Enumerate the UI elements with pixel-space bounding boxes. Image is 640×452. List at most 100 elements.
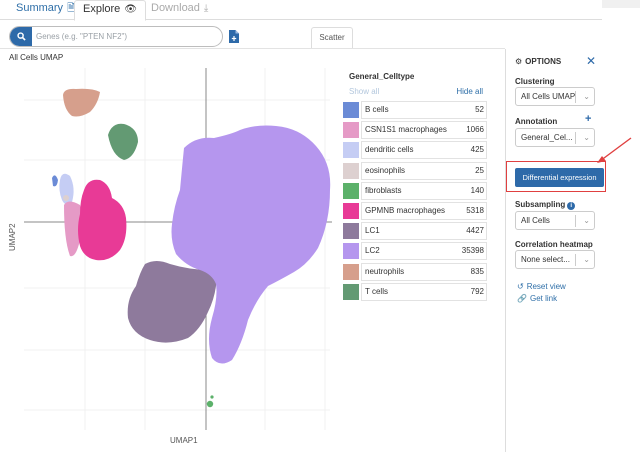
cluster-csn1s1-macrophages: [64, 201, 82, 257]
search-input[interactable]: [36, 28, 220, 45]
differential-expression-button[interactable]: Differential expression: [515, 168, 604, 187]
subsampling-value: All Cells: [521, 216, 550, 225]
reset-view-label: Reset view: [526, 282, 566, 291]
tab-summary-label: Summary: [16, 2, 64, 14]
legend-swatch: [343, 182, 359, 199]
cluster-dendritic-cells: [59, 173, 74, 205]
subsampling-label: Subsampling i: [515, 200, 576, 210]
legend-item-label: neutrophils: [365, 266, 405, 276]
tab-download-label: Download: [151, 2, 200, 14]
chevron-down-icon: ⌄: [583, 133, 590, 142]
link-icon: 🔗: [517, 294, 527, 303]
options-sidebar: ⚙ OPTIONS ✕ Clustering All Cells UMAP ⌄ A…: [505, 49, 606, 452]
legend-actions: Show all Hide all: [343, 84, 488, 100]
subsampling-label-text: Subsampling: [515, 200, 566, 209]
legend-swatch: [343, 142, 359, 159]
tab-scatter[interactable]: Scatter: [311, 27, 353, 49]
reset-view-link[interactable]: ↺ Reset view: [517, 282, 566, 291]
search-icon: [16, 32, 26, 41]
legend-item-count: 1066: [466, 125, 484, 135]
legend-swatch: [343, 263, 359, 280]
legend-title: General_Celltype: [349, 72, 415, 81]
annotation-select[interactable]: General_Cel... ⌄: [515, 128, 595, 147]
tab-explore[interactable]: Explore 👁: [74, 0, 146, 21]
legend-item-count: 52: [475, 105, 484, 114]
annotation-arrow: [597, 137, 632, 163]
chevron-down-icon: ⌄: [583, 255, 590, 264]
cluster-gpmnb-macrophages: [78, 179, 127, 261]
legend-swatch: [343, 283, 359, 300]
cluster-neutrophils: [63, 88, 100, 117]
close-icon[interactable]: ✕: [586, 54, 597, 68]
legend-item-label: fibroblasts: [365, 185, 402, 195]
heatmap-select[interactable]: None select... ⌄: [515, 250, 595, 269]
heatmap-label: Correlation heatmap: [515, 240, 593, 249]
top-right-shade: [602, 0, 640, 8]
clustering-select[interactable]: All Cells UMAP ⌄: [515, 87, 595, 106]
legend-item-count: 5318: [466, 205, 484, 215]
cluster-fibroblasts: [206, 395, 214, 408]
legend-item-count: 425: [470, 145, 484, 155]
chevron-down-icon: ⌄: [583, 92, 590, 101]
legend-item-label: LC1: [365, 226, 380, 236]
add-annotation-icon[interactable]: +: [585, 113, 592, 125]
celltype-legend: General_Celltype Show all Hide all B cel…: [343, 70, 488, 302]
hide-all-link[interactable]: Hide all: [456, 87, 483, 96]
legend-item-count: 140: [470, 185, 484, 195]
legend-item-count: 25: [475, 165, 484, 175]
heatmap-value: None select...: [521, 255, 570, 264]
legend-item-label: dendritic cells: [365, 145, 414, 155]
gear-icon: ⚙: [515, 57, 523, 66]
legend-item[interactable]: B cells 52: [343, 100, 488, 120]
legend-item[interactable]: LC2 35398: [343, 241, 488, 261]
legend-item-label: GPMNB macrophages: [365, 205, 446, 215]
legend-item[interactable]: eosinophils 25: [343, 161, 488, 181]
undo-icon: ↺: [517, 282, 524, 291]
legend-item[interactable]: neutrophils 835: [343, 262, 488, 282]
legend-swatch: [343, 102, 359, 118]
eye-icon: 👁: [124, 4, 137, 15]
get-link-link[interactable]: 🔗 Get link: [517, 294, 557, 303]
gene-search: [9, 26, 223, 47]
options-header: ⚙ OPTIONS: [515, 57, 561, 66]
cluster-lc1: [127, 261, 218, 343]
legend-item[interactable]: dendritic cells 425: [343, 140, 488, 160]
legend-swatch: [343, 223, 359, 240]
x-axis-label: UMAP1: [170, 436, 198, 445]
legend-item[interactable]: GPMNB macrophages 5318: [343, 201, 488, 221]
umap-scatter-plot[interactable]: [0, 60, 340, 440]
cluster-lc2: [171, 125, 331, 364]
search-button[interactable]: [10, 27, 32, 46]
tab-explore-label: Explore: [83, 3, 121, 15]
cluster-t-cells: [108, 123, 138, 160]
info-icon[interactable]: i: [567, 202, 576, 210]
legend-swatch: [343, 122, 359, 139]
legend-item-label: B cells: [365, 105, 389, 114]
clustering-label: Clustering: [515, 77, 555, 86]
legend-item-count: 835: [470, 266, 484, 276]
download-icon: ⤓: [203, 3, 209, 14]
upload-file-icon[interactable]: [229, 30, 239, 43]
subsampling-select[interactable]: All Cells ⌄: [515, 211, 595, 230]
chevron-down-icon: ⌄: [583, 216, 590, 225]
tab-download[interactable]: Download ⤓: [143, 0, 216, 20]
legend-swatch: [343, 162, 359, 179]
show-all-link[interactable]: Show all: [349, 87, 380, 96]
annotation-label: Annotation: [515, 117, 558, 126]
legend-item-count: 792: [470, 286, 484, 296]
legend-item-count: 4427: [466, 226, 484, 236]
cluster-eosinophils: [63, 195, 69, 201]
legend-swatch: [343, 243, 359, 260]
get-link-label: Get link: [529, 294, 558, 303]
legend-item-count: 35398: [461, 246, 484, 256]
legend-item[interactable]: CSN1S1 macrophages 1066: [343, 120, 488, 140]
tab-summary[interactable]: Summary 🗎: [8, 0, 83, 20]
document-icon: 🗎: [67, 3, 76, 14]
legend-item-label: eosinophils: [365, 165, 406, 175]
legend-item[interactable]: LC1 4427: [343, 221, 488, 241]
legend-item[interactable]: fibroblasts 140: [343, 181, 488, 201]
legend-item-label: T cells: [365, 286, 388, 296]
legend-item[interactable]: T cells 792: [343, 282, 488, 302]
panel-divider: [0, 48, 505, 49]
options-title: OPTIONS: [525, 57, 562, 66]
